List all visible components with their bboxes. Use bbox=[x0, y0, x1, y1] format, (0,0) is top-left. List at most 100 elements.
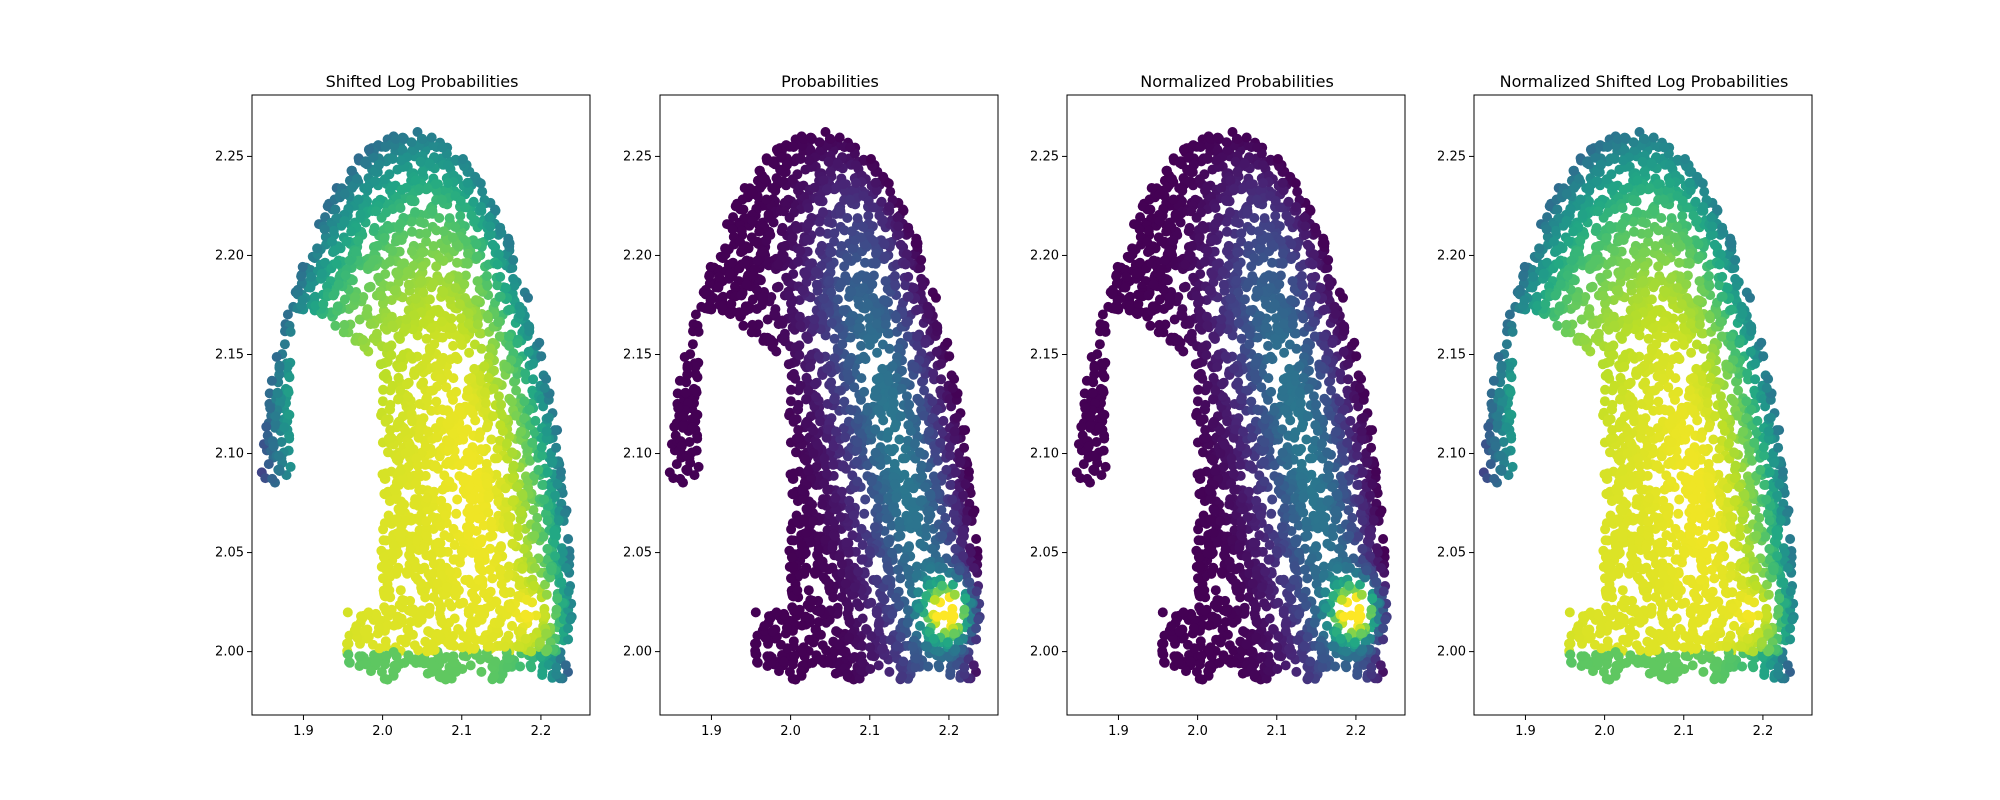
scatter-point bbox=[276, 437, 287, 447]
scatter-point bbox=[928, 633, 939, 644]
scatter-point bbox=[387, 154, 398, 164]
scatter-point bbox=[382, 342, 393, 353]
scatter-point bbox=[458, 631, 469, 641]
scatter-point bbox=[843, 373, 854, 384]
scatter-point bbox=[855, 232, 866, 243]
scatter-point bbox=[438, 226, 449, 237]
scatter-point bbox=[948, 579, 958, 590]
scatter-point bbox=[463, 319, 474, 329]
scatter-point bbox=[899, 469, 910, 480]
scatter-point bbox=[435, 373, 446, 384]
scatter-point bbox=[887, 547, 897, 558]
scatter-point bbox=[519, 396, 530, 407]
scatter-point bbox=[788, 489, 798, 500]
scatter-point bbox=[503, 561, 514, 572]
scatter-point bbox=[795, 547, 806, 558]
scatter-point bbox=[411, 293, 421, 304]
scatter-point bbox=[901, 317, 912, 328]
scatter-point bbox=[443, 456, 454, 467]
scatter-point bbox=[826, 287, 837, 298]
scatter-point bbox=[769, 309, 780, 319]
scatter-point bbox=[487, 411, 498, 422]
scatter-point bbox=[774, 666, 784, 677]
scatter-point bbox=[339, 215, 350, 226]
scatter-point bbox=[741, 279, 752, 290]
scatter-point bbox=[752, 255, 763, 266]
subplot-shifted-log-probabilities: Shifted Log Probabilities 1.9 2.0 2.1 2.2 2.… bbox=[215, 70, 592, 739]
scatter-point bbox=[436, 355, 447, 366]
scatter-point bbox=[904, 399, 915, 410]
scatter-point bbox=[835, 205, 846, 216]
scatter-point bbox=[973, 614, 984, 625]
scatter-point bbox=[853, 323, 864, 334]
x-tick-label: 2.1 bbox=[451, 724, 472, 739]
scatter-point bbox=[442, 546, 453, 557]
scatter-point bbox=[902, 605, 913, 616]
scatter-point bbox=[832, 158, 843, 169]
x-tick-label: 1.9 bbox=[293, 724, 314, 739]
scatter-point bbox=[463, 574, 474, 585]
scatter-point bbox=[802, 505, 813, 516]
scatter-point bbox=[429, 339, 440, 350]
scatter-point bbox=[863, 313, 874, 324]
scatter-point bbox=[434, 608, 445, 619]
scatter-point bbox=[944, 351, 955, 362]
scatter-point bbox=[678, 411, 689, 422]
scatter-point bbox=[381, 650, 392, 661]
scatter-point bbox=[856, 428, 867, 439]
scatter-point bbox=[923, 308, 934, 319]
scatter-point bbox=[429, 486, 439, 497]
scatter-point bbox=[911, 569, 922, 580]
scatter-point bbox=[871, 319, 882, 329]
scatter-point bbox=[884, 666, 895, 677]
scatter-point bbox=[794, 350, 805, 361]
scatter-point bbox=[693, 461, 704, 472]
scatter-point bbox=[964, 577, 975, 588]
scatter-point bbox=[378, 552, 389, 563]
scatter-point bbox=[747, 188, 758, 199]
scatter-point bbox=[389, 620, 399, 631]
scatter-point bbox=[371, 241, 382, 251]
scatter-point bbox=[900, 280, 911, 291]
scatter-point bbox=[503, 511, 514, 522]
scatter-point bbox=[534, 637, 545, 648]
scatter-point bbox=[859, 386, 870, 397]
scatter-point bbox=[285, 461, 296, 472]
scatter-point bbox=[831, 426, 841, 437]
scatter-point bbox=[825, 166, 836, 177]
scatter-point bbox=[331, 258, 342, 269]
scatter-point bbox=[791, 447, 801, 458]
scatter-point bbox=[929, 594, 940, 605]
scatter-point bbox=[870, 385, 881, 396]
scatter-point bbox=[752, 630, 763, 641]
scatter-point bbox=[796, 666, 807, 677]
scatter-point bbox=[373, 622, 384, 633]
scatter-point bbox=[828, 441, 839, 452]
scatter-point bbox=[850, 546, 861, 557]
scatter-point bbox=[851, 456, 862, 467]
scatter-point bbox=[846, 286, 857, 297]
scatter-point bbox=[832, 607, 843, 618]
scatter-point bbox=[443, 178, 453, 188]
scatter-point bbox=[856, 373, 867, 384]
scatter-point bbox=[528, 358, 538, 369]
scatter-point bbox=[378, 524, 389, 535]
scatter-point bbox=[799, 454, 810, 465]
scatter-point bbox=[517, 563, 528, 574]
scatter-point bbox=[447, 232, 458, 243]
scatter-point bbox=[751, 649, 762, 660]
scatter-point bbox=[422, 183, 433, 194]
scatter-point bbox=[856, 523, 867, 534]
scatter-point bbox=[954, 565, 965, 576]
scatter-point bbox=[831, 626, 842, 637]
scatter-point bbox=[516, 426, 527, 437]
scatter-point bbox=[369, 176, 380, 186]
scatter-point bbox=[330, 320, 341, 331]
y-tick-label: 2.15 bbox=[623, 347, 652, 362]
scatter-point bbox=[901, 496, 912, 507]
scatter-point bbox=[270, 411, 281, 422]
scatter-point bbox=[493, 496, 504, 507]
scatter-point bbox=[909, 361, 920, 372]
scatter-point bbox=[946, 609, 957, 620]
scatter-point bbox=[405, 351, 416, 362]
